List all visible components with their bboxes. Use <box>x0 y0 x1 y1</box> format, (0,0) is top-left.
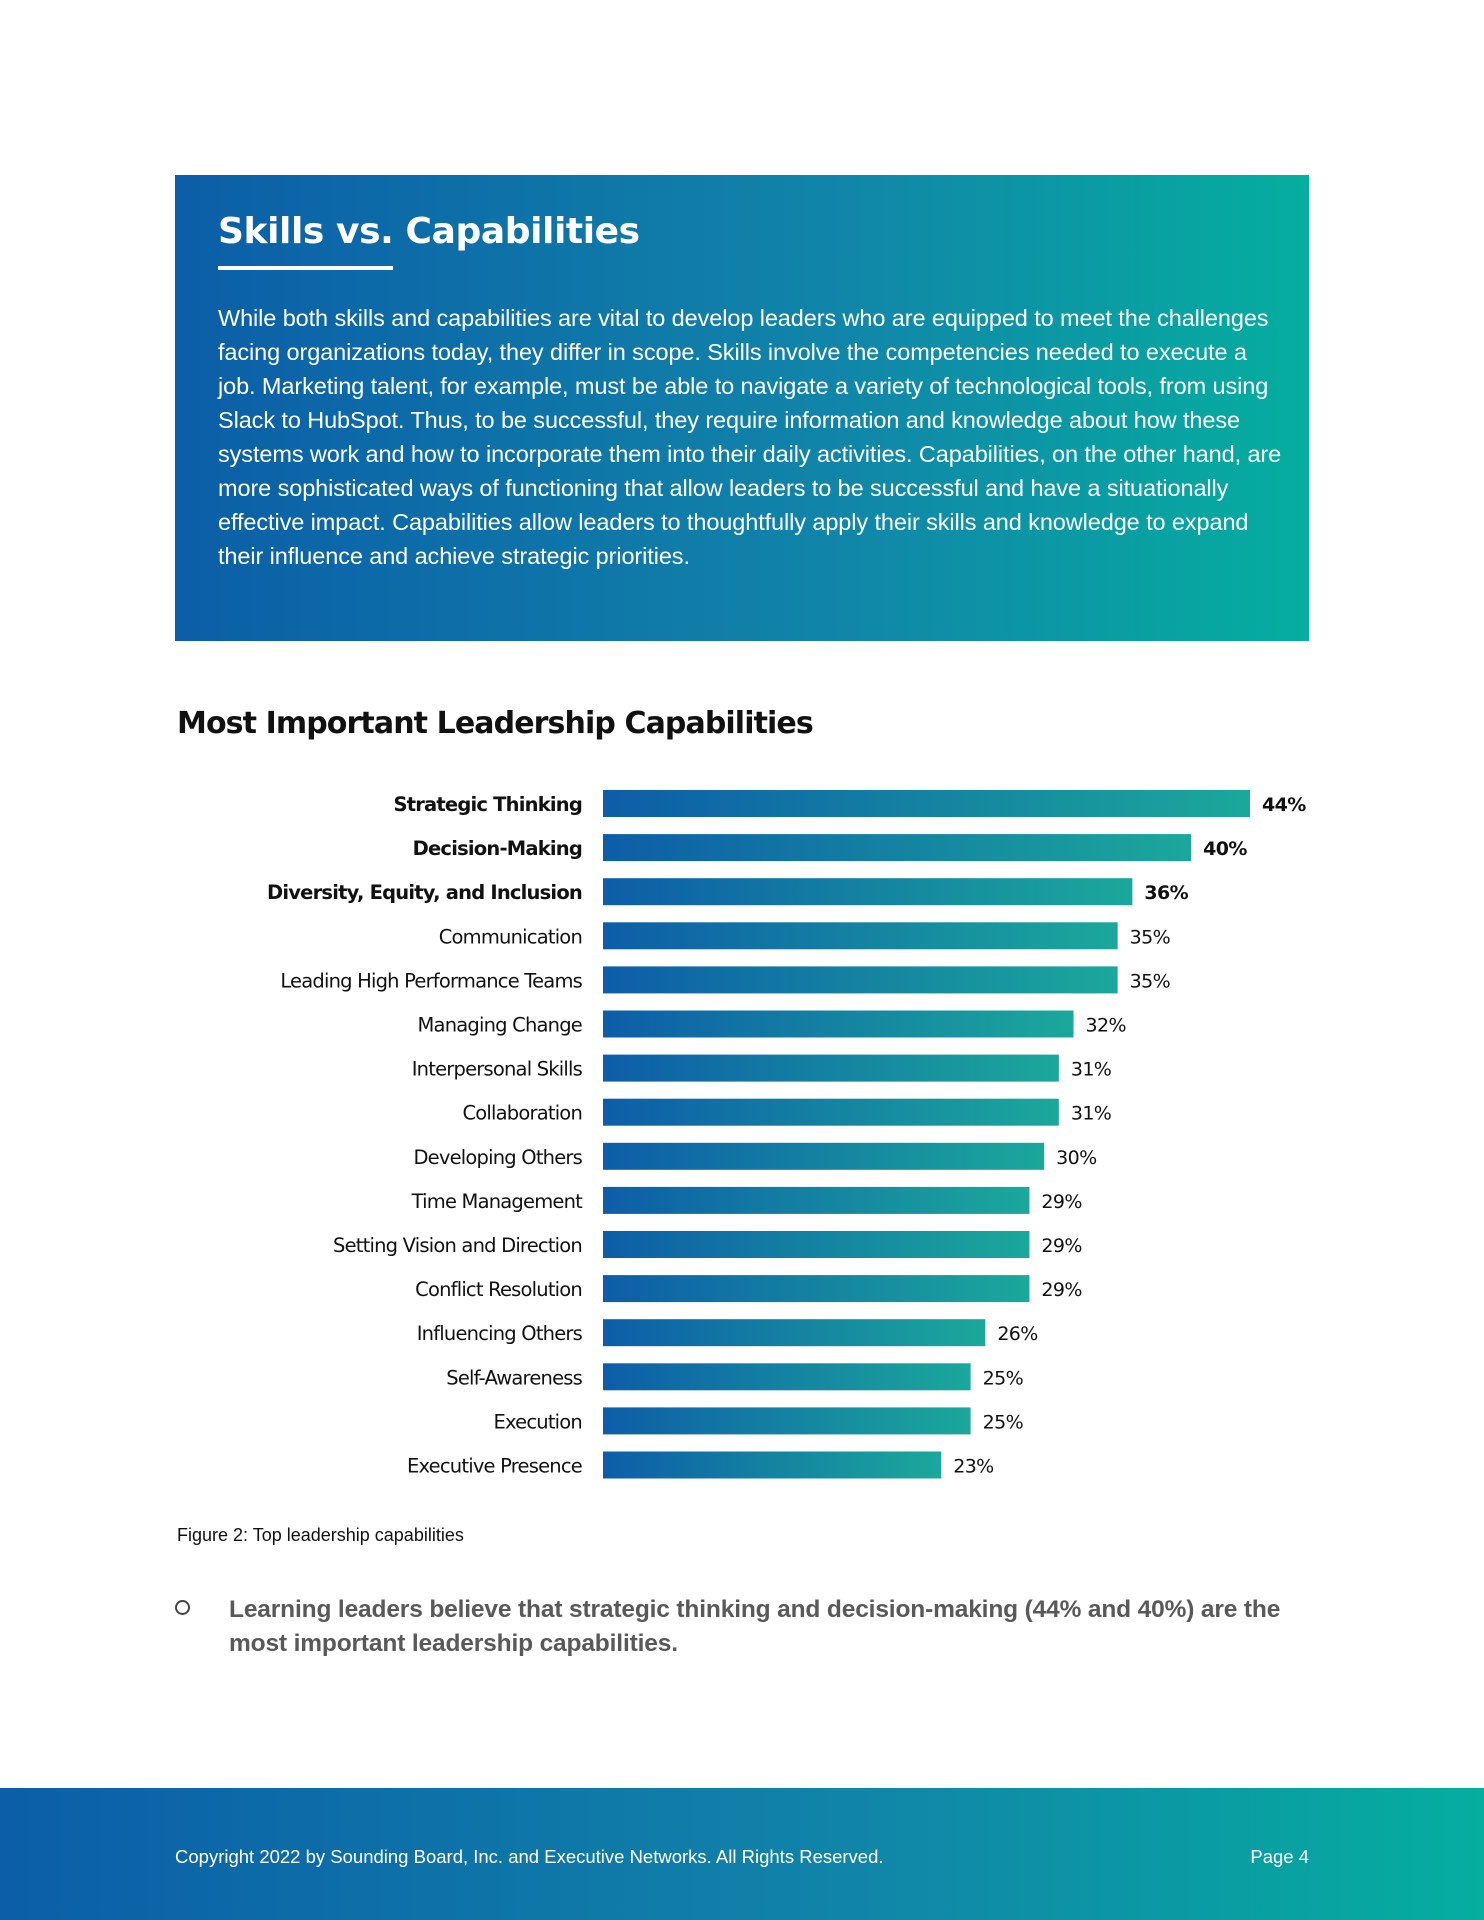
bar-leading-high-performance-teams <box>603 966 1118 994</box>
bar-influencing-others <box>603 1319 986 1347</box>
bar-developing-others <box>603 1142 1045 1170</box>
bar-time-management <box>603 1186 1030 1214</box>
category-label-executive-presence: Executive Presence <box>407 1455 582 1478</box>
value-label-communication: 35% <box>1130 926 1170 948</box>
value-label-leading-high-performance-teams: 35% <box>1130 970 1170 992</box>
skills-capabilities-callout: Skills vs. Capabilities While both skill… <box>175 175 1309 641</box>
value-label-developing-others: 30% <box>1056 1147 1096 1169</box>
page-footer: Copyright 2022 by Sounding Board, Inc. a… <box>0 1788 1484 1920</box>
category-label-execution: Execution <box>494 1410 583 1433</box>
figure-caption: Figure 2: Top leadership capabilities <box>177 1525 464 1545</box>
value-label-influencing-others: 26% <box>997 1323 1037 1345</box>
category-label-influencing-others: Influencing Others <box>417 1322 583 1345</box>
value-label-time-management: 29% <box>1041 1191 1081 1213</box>
value-label-interpersonal-skills: 31% <box>1071 1059 1111 1081</box>
bar-diversity-equity-and-inclusion <box>603 878 1133 906</box>
category-label-strategic-thinking: Strategic Thinking <box>393 793 582 816</box>
category-label-communication: Communication <box>439 925 582 948</box>
chart-title: Most Important Leadership Capabilities <box>177 706 814 741</box>
category-label-developing-others: Developing Others <box>413 1146 582 1169</box>
chart-category-labels: Strategic Thinking Decision-Making Diversi… <box>267 793 584 1478</box>
bar-communication <box>603 922 1118 950</box>
chart-value-labels: 44%40%36%35%35%32%31%31%30%29%29%29%26%2… <box>953 794 1307 1478</box>
bar-strategic-thinking <box>603 790 1250 817</box>
category-label-collaboration: Collaboration <box>462 1102 582 1125</box>
callout-body: While both skills and capabilities are v… <box>218 305 1282 569</box>
bar-conflict-resolution <box>603 1275 1030 1303</box>
value-label-executive-presence: 23% <box>953 1456 993 1478</box>
category-label-self-awareness: Self-Awareness <box>446 1366 582 1389</box>
bar-collaboration <box>603 1098 1059 1126</box>
value-label-collaboration: 31% <box>1071 1103 1111 1125</box>
category-label-setting-vision-and-direction: Setting Vision and Direction <box>333 1234 582 1257</box>
bullet-text: Learning leaders believe that strategic … <box>229 1596 1281 1657</box>
category-label-interpersonal-skills: Interpersonal Skills <box>412 1058 583 1081</box>
value-label-decision-making: 40% <box>1203 838 1247 860</box>
category-label-managing-change: Managing Change <box>418 1014 582 1037</box>
chart-bars <box>603 790 1250 1479</box>
bar-interpersonal-skills <box>603 1054 1059 1082</box>
value-label-self-awareness: 25% <box>983 1367 1023 1389</box>
category-label-leading-high-performance-teams: Leading High Performance Teams <box>280 969 582 992</box>
bar-executive-presence <box>603 1451 942 1479</box>
category-label-conflict-resolution: Conflict Resolution <box>415 1278 582 1301</box>
bar-decision-making <box>603 834 1192 862</box>
callout-title: Skills vs. Capabilities <box>218 211 640 252</box>
value-label-strategic-thinking: 44% <box>1262 794 1306 816</box>
value-label-managing-change: 32% <box>1086 1015 1126 1037</box>
bar-execution <box>603 1407 971 1435</box>
leadership-capabilities-bar-chart: Strategic Thinking Decision-Making Diversi… <box>267 790 1307 1479</box>
page-number: Page 4 <box>1250 1846 1309 1867</box>
bullet-marker <box>175 1600 190 1615</box>
category-label-time-management: Time Management <box>411 1190 584 1213</box>
value-label-conflict-resolution: 29% <box>1041 1279 1081 1301</box>
bar-self-awareness <box>603 1363 971 1391</box>
category-label-diversity-equity-and-inclusion: Diversity, Equity, and Inclusion <box>267 881 582 904</box>
footer-copyright: Copyright 2022 by Sounding Board, Inc. a… <box>175 1846 884 1867</box>
callout-title-underline <box>218 266 393 270</box>
bar-setting-vision-and-direction <box>603 1231 1030 1258</box>
value-label-setting-vision-and-direction: 29% <box>1041 1235 1081 1257</box>
value-label-diversity-equity-and-inclusion: 36% <box>1144 882 1188 904</box>
bar-managing-change <box>603 1010 1074 1038</box>
category-label-decision-making: Decision-Making <box>413 837 582 860</box>
value-label-execution: 25% <box>983 1411 1023 1433</box>
